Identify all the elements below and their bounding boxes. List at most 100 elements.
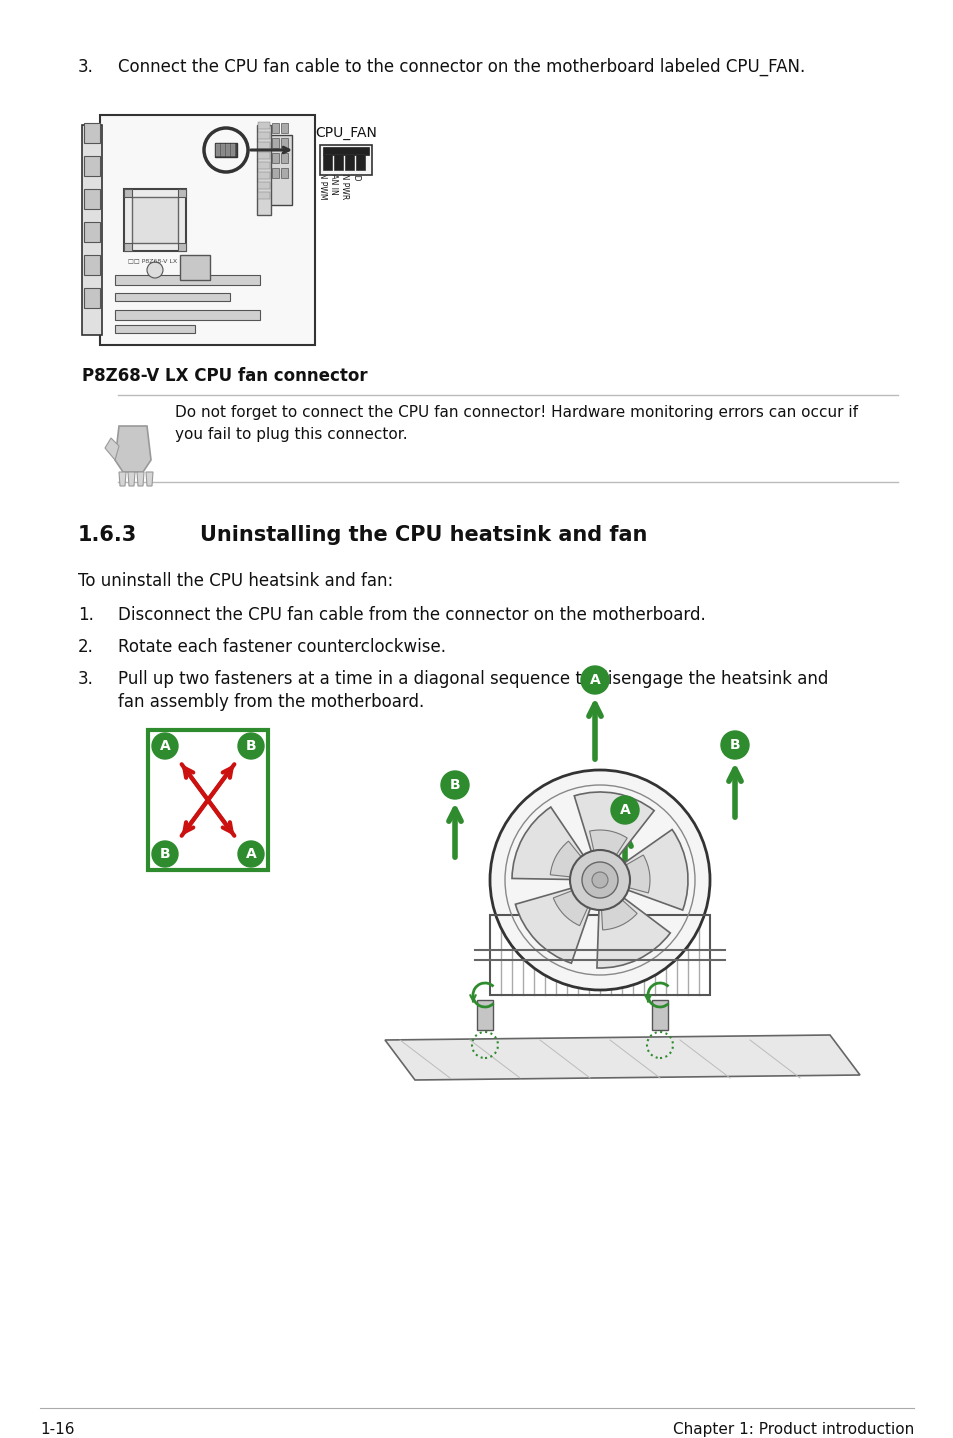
Bar [124, 190, 132, 197]
Polygon shape [105, 439, 119, 460]
Text: Disconnect the CPU fan cable from the connector on the motherboard.: Disconnect the CPU fan cable from the co… [118, 605, 705, 624]
Bar [272, 138, 278, 148]
Circle shape [592, 871, 607, 889]
Bar [272, 152, 278, 162]
Bar [257, 142, 270, 150]
Bar [490, 915, 709, 995]
Polygon shape [119, 472, 126, 486]
Bar [84, 221, 100, 242]
Text: CPU FAN IN: CPU FAN IN [329, 151, 338, 194]
Bar [257, 183, 270, 188]
Bar [256, 125, 271, 216]
Polygon shape [128, 472, 135, 486]
Bar [257, 152, 270, 160]
Text: fan assembly from the motherboard.: fan assembly from the motherboard. [118, 693, 424, 710]
Text: B: B [159, 847, 171, 861]
Circle shape [237, 841, 264, 867]
Text: CPU FAN PWR: CPU FAN PWR [340, 147, 349, 198]
Wedge shape [574, 792, 654, 880]
Bar [281, 152, 288, 162]
Bar [281, 124, 288, 132]
Polygon shape [115, 426, 151, 472]
Bar [355, 154, 365, 170]
Text: Do not forget to connect the CPU fan connector! Hardware monitoring errors can o: Do not forget to connect the CPU fan con… [174, 406, 857, 443]
Bar [345, 154, 354, 170]
Text: Uninstalling the CPU heatsink and fan: Uninstalling the CPU heatsink and fan [200, 525, 647, 545]
Bar [270, 135, 292, 206]
Bar [115, 311, 260, 321]
Wedge shape [597, 880, 670, 968]
Text: P8Z68-V LX CPU fan connector: P8Z68-V LX CPU fan connector [82, 367, 367, 385]
Bar [257, 173, 270, 178]
Circle shape [147, 262, 163, 278]
Circle shape [237, 733, 264, 759]
Text: A: A [589, 673, 599, 687]
Bar [257, 132, 270, 139]
Wedge shape [553, 880, 599, 926]
Wedge shape [599, 880, 637, 930]
Bar [177, 243, 186, 250]
Text: 1.: 1. [78, 605, 93, 624]
Bar [272, 124, 278, 132]
Wedge shape [599, 856, 649, 893]
Bar [257, 162, 270, 170]
Text: B: B [246, 739, 256, 754]
Bar [115, 275, 260, 285]
Text: Chapter 1: Product introduction: Chapter 1: Product introduction [672, 1422, 913, 1437]
Bar [281, 138, 288, 148]
Text: To uninstall the CPU heatsink and fan:: To uninstall the CPU heatsink and fan: [78, 572, 393, 590]
Text: Pull up two fasteners at a time in a diagonal sequence to disengage the heatsink: Pull up two fasteners at a time in a dia… [118, 670, 827, 687]
Bar [84, 155, 100, 175]
Text: GND: GND [351, 164, 360, 181]
Bar [221, 144, 225, 155]
Circle shape [720, 731, 748, 759]
Text: CPU_FAN: CPU_FAN [314, 127, 376, 139]
Text: Connect the CPU fan cable to the connector on the motherboard labeled CPU_FAN.: Connect the CPU fan cable to the connect… [118, 58, 804, 76]
Bar [651, 999, 667, 1030]
Circle shape [569, 850, 629, 910]
Bar [257, 193, 270, 198]
Text: B: B [449, 778, 460, 792]
Text: 3.: 3. [78, 670, 93, 687]
Bar [319, 145, 372, 175]
Circle shape [440, 771, 469, 800]
Bar [215, 144, 220, 155]
Circle shape [580, 666, 608, 695]
Bar [323, 154, 332, 170]
Bar [124, 243, 132, 250]
Circle shape [581, 861, 618, 897]
Bar [231, 144, 234, 155]
Wedge shape [515, 880, 599, 963]
Polygon shape [146, 472, 152, 486]
Circle shape [152, 841, 178, 867]
Bar [334, 154, 343, 170]
Text: 3.: 3. [78, 58, 93, 76]
Bar [132, 197, 178, 243]
Text: CPU FAN PWM: CPU FAN PWM [318, 147, 327, 200]
Text: □□ P8Z68-V LX: □□ P8Z68-V LX [128, 257, 177, 263]
Wedge shape [589, 830, 626, 880]
Text: Rotate each fastener counterclockwise.: Rotate each fastener counterclockwise. [118, 638, 446, 656]
Circle shape [610, 797, 639, 824]
Bar [214, 142, 236, 157]
Bar [476, 999, 493, 1030]
Wedge shape [550, 841, 599, 880]
Text: 1.6.3: 1.6.3 [78, 525, 137, 545]
Bar [124, 188, 186, 252]
Bar [115, 325, 194, 334]
Text: 2.: 2. [78, 638, 93, 656]
Bar [82, 125, 102, 335]
Wedge shape [599, 830, 687, 910]
Bar [257, 122, 270, 129]
Text: A: A [619, 802, 630, 817]
Bar [226, 144, 230, 155]
Bar [272, 168, 278, 178]
Bar [84, 188, 100, 209]
Bar [100, 115, 314, 345]
Bar [148, 731, 268, 870]
Bar [323, 147, 369, 155]
Polygon shape [137, 472, 144, 486]
Text: A: A [159, 739, 171, 754]
Polygon shape [385, 1035, 859, 1080]
Bar [84, 255, 100, 275]
